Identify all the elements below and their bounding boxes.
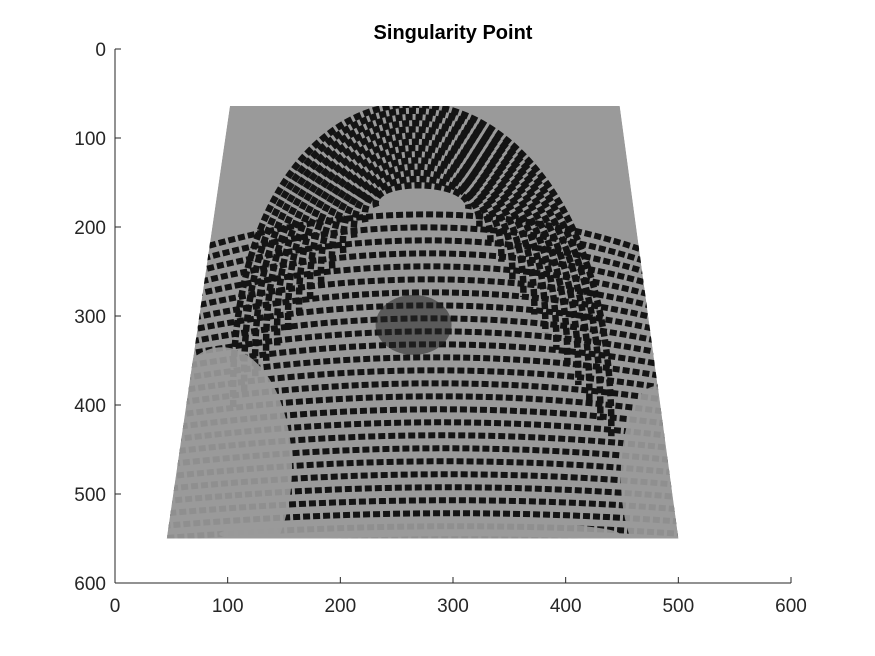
ridge-line	[230, 105, 615, 438]
ridge-line	[166, 458, 679, 498]
light-area-bottom	[219, 520, 620, 539]
axes: 0 100 200 300 400 500 600 0 100 200 300 400 500 600	[74, 40, 807, 617]
y-tick-label: 300	[74, 307, 106, 328]
ridge-line	[274, 126, 571, 368]
ridge-line	[166, 497, 679, 534]
x-tick-label: 500	[662, 596, 694, 617]
ridge-line	[285, 132, 560, 350]
ridge-line	[166, 237, 676, 294]
x-tick-label: 400	[550, 596, 582, 617]
y-tick-label: 500	[74, 485, 106, 506]
x-tick-label: 100	[212, 596, 244, 617]
y-tick-label: 0	[95, 40, 106, 61]
x-ticks: 0 100 200 300 400 500 600	[110, 577, 807, 617]
ridge-line	[166, 276, 679, 330]
ridge-line	[166, 536, 679, 539]
ridge-line	[166, 250, 679, 306]
ridge-line	[0, 565, 824, 591]
dark-patch	[375, 294, 452, 355]
light-area-right	[620, 386, 679, 539]
ridge-line	[339, 163, 505, 262]
ridge-line	[350, 169, 494, 245]
ridge-line	[166, 380, 679, 426]
ridge-line	[166, 471, 679, 510]
fingerprint-image	[0, 105, 824, 591]
light-area-left	[166, 347, 293, 539]
ridge-line	[166, 393, 679, 438]
ridge-line	[166, 211, 664, 270]
ridge-line	[328, 157, 516, 280]
x-tick-label: 200	[324, 596, 356, 617]
y-tick-label: 200	[74, 218, 106, 239]
light-areas	[166, 347, 679, 539]
x-tick-label: 600	[775, 596, 807, 617]
ridge-line	[166, 406, 679, 450]
chart-title: Singularity Point	[374, 22, 533, 44]
y-tick-label: 600	[74, 574, 106, 595]
y-ticks: 0 100 200 300 400 500 600	[74, 40, 121, 595]
ridge-line	[0, 552, 818, 579]
y-tick-label: 400	[74, 396, 106, 417]
x-tick-label: 300	[437, 596, 469, 617]
x-tick-label: 0	[110, 596, 121, 617]
ridge-line	[361, 175, 483, 227]
ridge-line	[166, 224, 670, 282]
ridge-line	[372, 181, 472, 210]
ridge-line	[166, 432, 679, 474]
y-tick-label: 100	[74, 129, 106, 150]
